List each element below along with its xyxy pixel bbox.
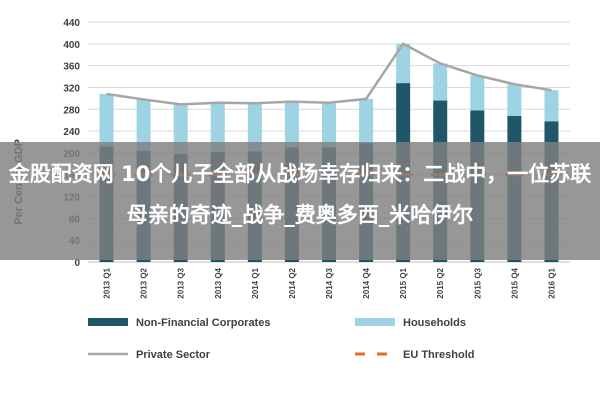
- x-tick-label: 2013 Q3: [177, 267, 186, 298]
- x-tick-label: 2014 Q3: [325, 267, 334, 298]
- y-tick-label: 320: [63, 83, 80, 94]
- watermark-text: 金股配资网 10个儿子全部从战场幸存归来：二战中，一位苏联母亲的奇迹_战争_费奥…: [8, 162, 592, 227]
- y-tick-label: 440: [63, 18, 80, 29]
- y-tick-label: 0: [74, 258, 80, 269]
- legend-label-non-financial-corporates: Non-Financial Corporates: [136, 317, 270, 329]
- private-sector-line: [106, 42, 552, 106]
- x-tick-label: 2015 Q2: [436, 267, 445, 298]
- bar-households: [396, 43, 411, 84]
- bar-households: [247, 103, 262, 152]
- bar-households: [470, 75, 485, 111]
- x-tick-label: 2015 Q3: [473, 267, 482, 298]
- bar-households: [544, 90, 559, 122]
- x-tick-label: 2013 Q4: [214, 267, 223, 298]
- x-tick-label: 2013 Q2: [140, 267, 149, 298]
- y-tick-label: 400: [63, 40, 80, 51]
- bar-households: [99, 94, 114, 147]
- bar-households: [322, 102, 336, 148]
- legend: Non-Financial Corporates Households Privat…: [88, 317, 475, 361]
- bar-households: [136, 99, 151, 151]
- bar-households: [433, 63, 448, 101]
- legend-label-households: Households: [403, 317, 466, 329]
- y-tick-label: 360: [63, 62, 80, 73]
- x-tick-label: 2015 Q1: [399, 267, 408, 298]
- legend-label-private-sector: Private Sector: [136, 349, 211, 361]
- legend-swatch-non-financial-corporates: [88, 318, 128, 326]
- y-tick-label: 240: [63, 127, 80, 138]
- legend-swatch-households: [355, 318, 395, 326]
- x-tick-label: 2016 Q1: [547, 267, 556, 298]
- x-tick-label: 2014 Q2: [288, 267, 297, 298]
- bar-households: [507, 84, 522, 116]
- y-tick-label: 280: [63, 105, 80, 116]
- legend-label-eu-threshold: EU Threshold: [403, 349, 475, 361]
- x-tick-label: 2014 Q4: [362, 267, 371, 298]
- bar-households: [359, 98, 374, 144]
- watermark-overlay: 金股配资网 10个儿子全部从战场幸存归来：二战中，一位苏联母亲的奇迹_战争_费奥…: [0, 142, 600, 260]
- x-tick-label: 2014 Q1: [251, 267, 260, 298]
- bar-households: [284, 101, 299, 148]
- bar-households: [210, 102, 225, 152]
- bar-households: [173, 104, 188, 154]
- x-tick-label: 2013 Q1: [103, 267, 112, 298]
- x-tick-label: 2015 Q4: [510, 267, 519, 298]
